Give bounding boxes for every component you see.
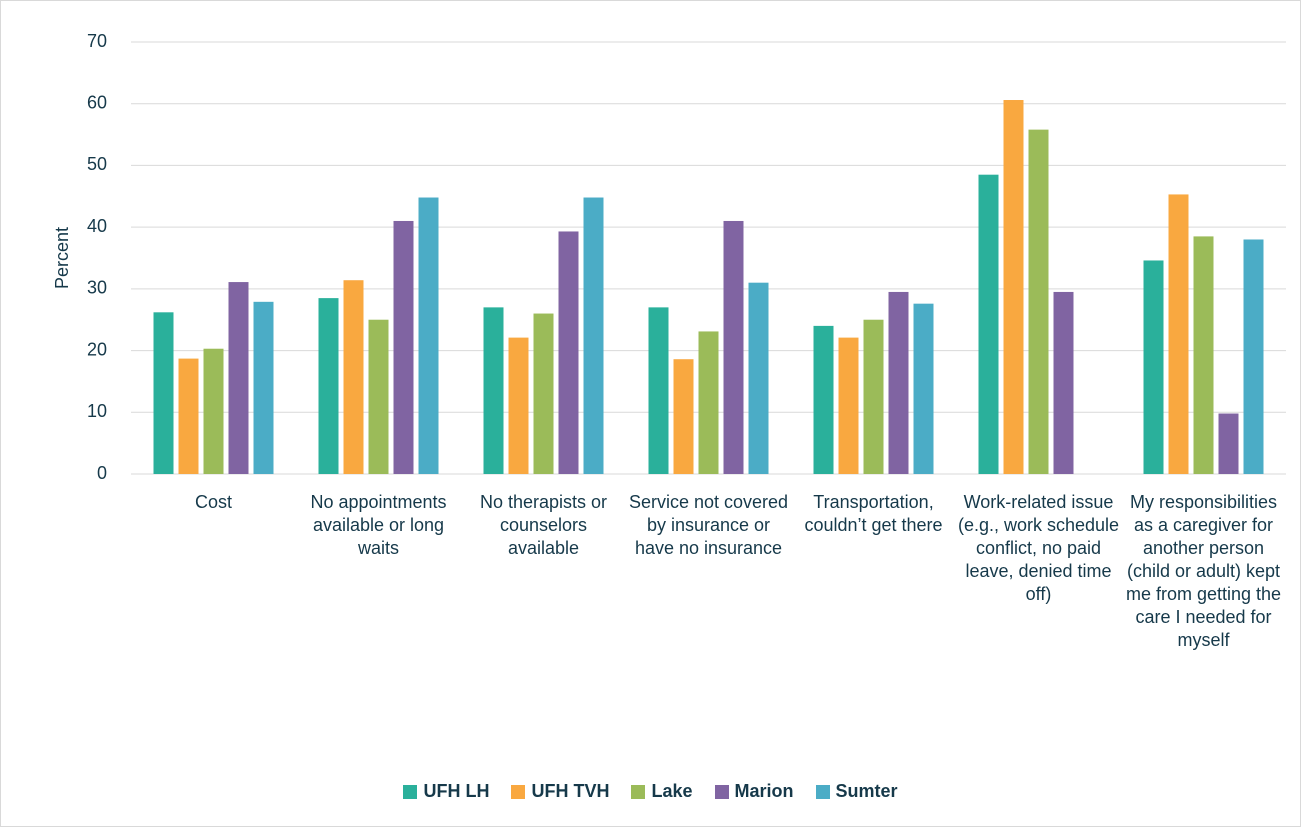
x-tick-label: Transportation, couldn’t get there xyxy=(804,492,943,535)
bar xyxy=(343,280,364,474)
x-tick-label: No appointments available or long waits xyxy=(310,492,447,558)
bar xyxy=(583,197,604,474)
bar xyxy=(228,282,249,474)
bar xyxy=(1218,413,1239,474)
x-tick-label: Work-related issue (e.g., work schedule … xyxy=(957,492,1120,604)
legend-item: UFH TVH xyxy=(511,781,609,802)
y-tick-label: 10 xyxy=(87,401,107,421)
bar xyxy=(1193,236,1214,474)
x-tick-label: My responsibilities as a caregiver for a… xyxy=(1125,492,1282,650)
legend-label: Marion xyxy=(734,781,794,801)
bar xyxy=(1028,129,1049,475)
legend-label: Sumter xyxy=(835,781,898,801)
legend-item: Marion xyxy=(714,781,794,802)
bar xyxy=(368,319,389,474)
bar xyxy=(978,174,999,474)
y-tick-label: 70 xyxy=(87,31,107,51)
bar xyxy=(1003,100,1024,475)
y-tick-label: 50 xyxy=(87,154,107,174)
bar xyxy=(888,291,909,474)
bar xyxy=(508,337,529,474)
legend-item: UFH LH xyxy=(403,781,489,802)
bar xyxy=(863,319,884,474)
legend-label: UFH LH xyxy=(423,781,490,801)
bar xyxy=(1053,291,1074,474)
legend-swatch xyxy=(714,784,729,799)
y-axis-label: Percent xyxy=(52,227,72,289)
y-tick-label: 30 xyxy=(87,278,107,298)
bar xyxy=(318,298,339,474)
bar xyxy=(203,348,224,474)
bar xyxy=(1243,239,1264,474)
legend-label: Lake xyxy=(651,781,693,801)
bar xyxy=(813,325,834,474)
bar xyxy=(673,359,694,474)
bar xyxy=(723,220,744,474)
bar xyxy=(533,313,554,474)
legend-swatch xyxy=(511,784,526,799)
bar xyxy=(418,197,439,474)
x-tick-label: No therapists or counselors available xyxy=(479,492,608,558)
legend-item: Sumter xyxy=(815,781,898,802)
bar xyxy=(253,301,274,474)
bar xyxy=(558,231,579,474)
bar xyxy=(153,312,174,474)
bar xyxy=(483,307,504,474)
bar xyxy=(913,303,934,474)
y-tick-label: 60 xyxy=(87,92,107,112)
legend: UFH LH UFH TVH Lake Marion Sumter xyxy=(1,781,1300,802)
legend-swatch xyxy=(815,784,830,799)
bar xyxy=(393,220,414,474)
legend-item: Lake xyxy=(631,781,693,802)
bar xyxy=(648,307,669,474)
x-tick-label: Cost xyxy=(194,492,232,512)
bar xyxy=(1168,194,1189,475)
bar xyxy=(838,337,859,474)
y-tick-label: 20 xyxy=(87,339,107,359)
bar xyxy=(1143,260,1164,474)
y-tick-label: 0 xyxy=(97,463,107,483)
bar xyxy=(698,331,719,474)
bar xyxy=(178,358,199,474)
y-tick-label: 40 xyxy=(87,216,107,236)
legend-swatch xyxy=(403,784,418,799)
legend-swatch xyxy=(631,784,646,799)
bar xyxy=(748,282,769,474)
x-tick-label: Service not covered by insurance or have… xyxy=(628,492,789,558)
legend-label: UFH TVH xyxy=(531,781,610,801)
